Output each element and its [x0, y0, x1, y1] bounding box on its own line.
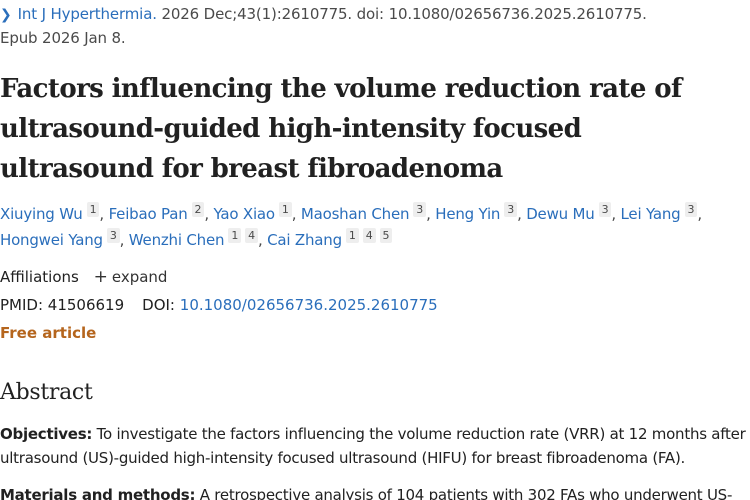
- abstract-heading: Abstract: [0, 380, 93, 405]
- affiliation-marker[interactable]: 3: [598, 202, 612, 217]
- affiliation-marker[interactable]: 2: [191, 202, 205, 217]
- section-label: Objectives:: [0, 425, 93, 443]
- separator: ,: [99, 205, 109, 223]
- chevron-right-icon[interactable]: ❯: [0, 7, 12, 23]
- affiliation-marker[interactable]: 3: [504, 202, 518, 217]
- doi-label: DOI:: [142, 296, 175, 314]
- separator: ,: [611, 205, 621, 223]
- affiliation-marker[interactable]: 1: [228, 228, 242, 243]
- identifiers: PMID: 41506619 DOI: 10.1080/02656736.2025…: [0, 294, 438, 316]
- affiliation-marker[interactable]: 1: [345, 228, 359, 243]
- article-title: Factors influencing the volume reduction…: [0, 74, 682, 184]
- section-text: To investigate the factors influencing t…: [0, 425, 746, 467]
- author-link[interactable]: Wenzhi Chen: [128, 231, 225, 249]
- separator: ,: [426, 205, 436, 223]
- author-link[interactable]: Hongwei Yang: [0, 231, 103, 249]
- separator: ,: [517, 205, 527, 223]
- journal-link[interactable]: Int J Hyperthermia.: [17, 5, 157, 23]
- separator: ,: [204, 205, 214, 223]
- affiliation-marker[interactable]: 3: [106, 228, 120, 243]
- plus-icon: +: [93, 267, 108, 287]
- affiliation-marker[interactable]: 1: [278, 202, 292, 217]
- author-list: Xiuying Wu 1, Feibao Pan 2, Yao Xiao 1, Mao…: [0, 201, 745, 253]
- epub-date: Epub 2026 Jan 8.: [0, 29, 126, 47]
- section-text: A retrospective analysis of 104 patients…: [195, 486, 733, 500]
- author-link[interactable]: Feibao Pan: [108, 205, 188, 223]
- abstract-methods: Materials and methods: A retrospective a…: [0, 483, 750, 500]
- expand-label: expand: [111, 268, 168, 286]
- author-link[interactable]: Lei Yang: [620, 205, 681, 223]
- author-link[interactable]: Dewu Mu: [526, 205, 595, 223]
- affiliation-marker[interactable]: 3: [684, 202, 698, 217]
- affiliation-marker[interactable]: 4: [362, 228, 376, 243]
- separator: ,: [119, 231, 129, 249]
- pmid-value: 41506619: [47, 296, 125, 314]
- affiliation-marker[interactable]: 5: [379, 228, 393, 243]
- pmid-label: PMID:: [0, 296, 44, 314]
- separator: ,: [697, 205, 702, 223]
- expand-affiliations-button[interactable]: + expand: [93, 267, 168, 287]
- separator: ,: [291, 205, 301, 223]
- citation: ❯ Int J Hyperthermia. 2026 Dec;43(1):2610…: [0, 3, 647, 50]
- affiliations-label: Affiliations: [0, 268, 79, 286]
- affiliation-marker[interactable]: 1: [86, 202, 100, 217]
- free-article-badge[interactable]: Free article: [0, 324, 97, 342]
- abstract-objectives: Objectives: To investigate the factors i…: [0, 422, 750, 470]
- affiliation-marker[interactable]: 4: [245, 228, 258, 243]
- separator: ,: [257, 231, 268, 249]
- author-link[interactable]: Xiuying Wu: [0, 205, 83, 223]
- author-link[interactable]: Maoshan Chen: [300, 205, 410, 223]
- author-link[interactable]: Yao Xiao: [213, 205, 275, 223]
- citation-details: 2026 Dec;43(1):2610775. doi: 10.1080/026…: [156, 5, 647, 23]
- author-link[interactable]: Cai Zhang: [267, 231, 342, 249]
- section-label: Materials and methods:: [0, 486, 196, 500]
- doi-link[interactable]: 10.1080/02656736.2025.2610775: [179, 296, 438, 314]
- affiliation-marker[interactable]: 3: [413, 202, 427, 217]
- affiliations-row: Affiliations + expand: [0, 266, 167, 288]
- author-link[interactable]: Heng Yin: [435, 205, 501, 223]
